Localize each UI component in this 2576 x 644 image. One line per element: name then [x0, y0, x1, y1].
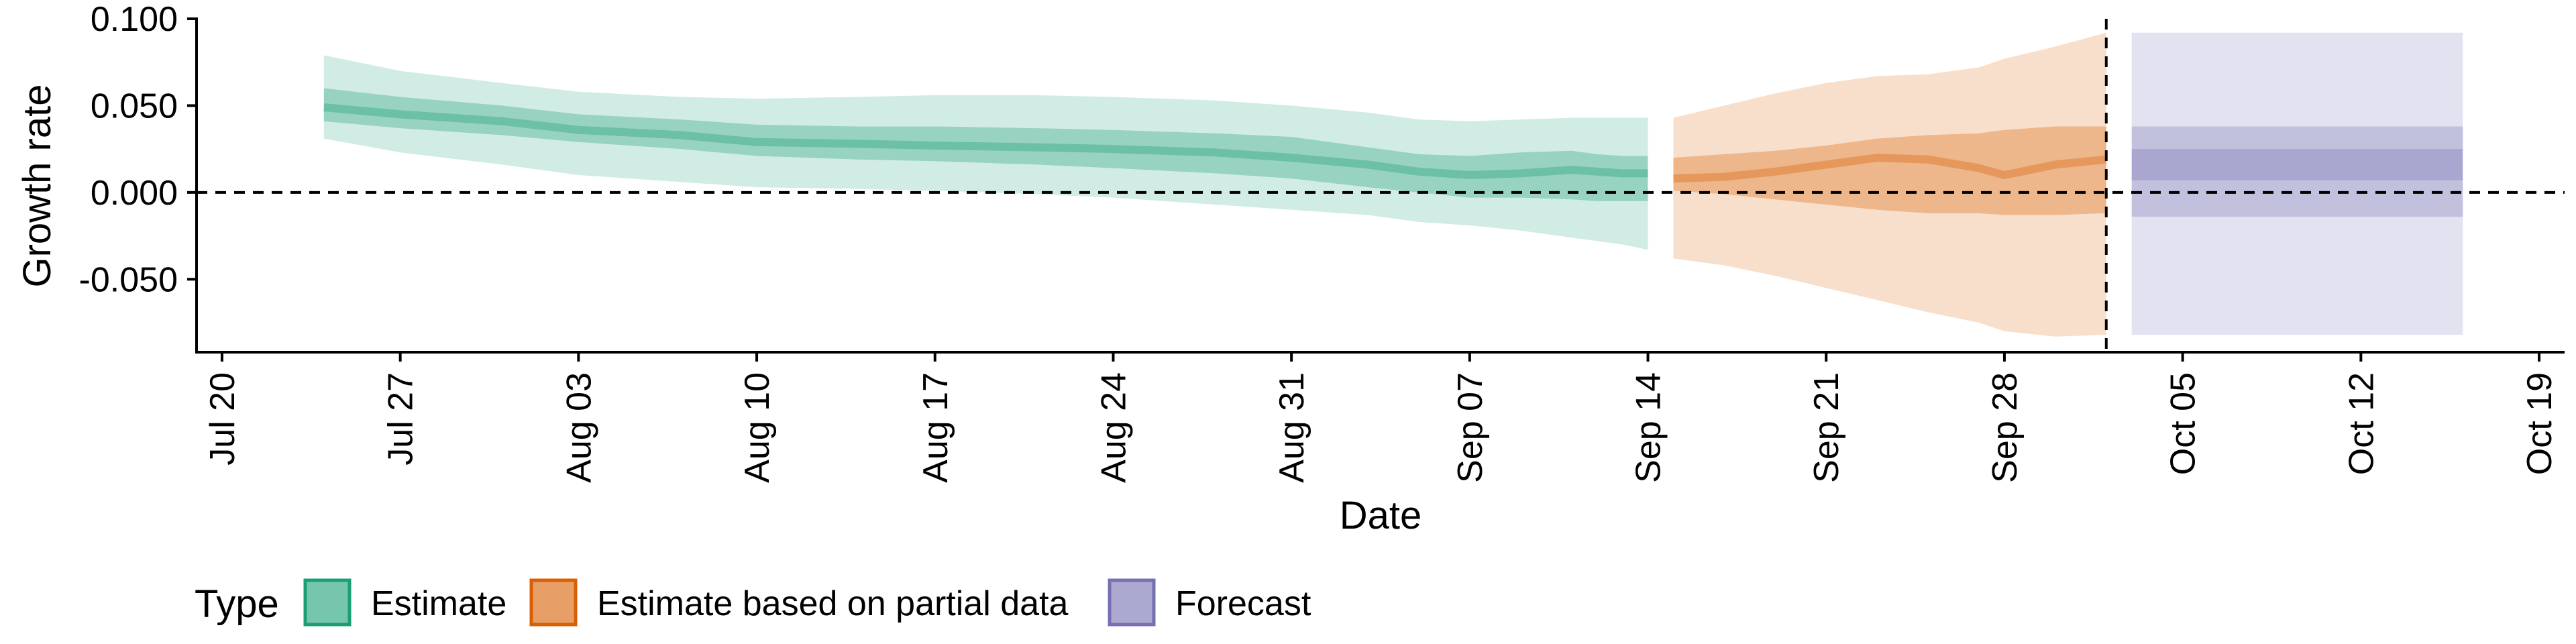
x-tick-label: Oct 19	[2520, 372, 2559, 475]
x-tick-label: Jul 27	[382, 372, 421, 466]
axes: -0.050 0.000 0.050 0.100 Jul 20 Jul 27 Aug 03 A…	[79, 0, 2565, 483]
y-tick-label: 0.050	[91, 87, 178, 125]
series-2-outer-band	[2131, 32, 2463, 335]
series-2-mid-band	[2131, 126, 2463, 217]
y-tick-label: 0.100	[91, 0, 178, 39]
x-axis-title: Date	[1340, 494, 1422, 537]
x-tick-label: Sep 28	[1986, 372, 2025, 483]
legend-key-2	[1108, 578, 1156, 627]
series-0-outer-band	[323, 55, 1648, 250]
legend-label-1: Estimate based on partial data	[597, 584, 1069, 623]
median-lines-layer	[323, 103, 2107, 183]
legend-title: Type	[195, 582, 279, 626]
y-tick-label: -0.050	[79, 260, 178, 299]
legend-key-1	[529, 578, 578, 627]
x-tick-label: Oct 12	[2342, 372, 2381, 475]
legend-key-0	[303, 578, 352, 627]
series-2-inner-band	[2131, 149, 2463, 180]
x-tick-label: Jul 20	[203, 372, 242, 466]
y-tick-label: 0.000	[91, 174, 178, 213]
series-0-median-line	[323, 103, 1648, 179]
x-tick-label: Aug 10	[738, 372, 777, 483]
x-tick-label: Sep 07	[1451, 372, 1490, 483]
series-0-inner-band	[323, 88, 1648, 201]
reference-lines	[197, 19, 2565, 352]
legend-label-2: Forecast	[1175, 584, 1311, 623]
ribbons-layer	[323, 32, 2463, 337]
x-tick-label: Sep 14	[1629, 372, 1668, 483]
x-tick-label: Oct 05	[2164, 372, 2203, 475]
series-1-median-line	[1673, 154, 2107, 183]
x-tick-label: Aug 24	[1095, 372, 1134, 483]
x-tick-label: Aug 31	[1273, 372, 1311, 483]
legend: Type Estimate Estimate based on partial d…	[195, 578, 1311, 627]
series-1-outer-band	[1673, 32, 2106, 337]
x-tick-label: Aug 03	[559, 372, 598, 483]
x-tick-label: Sep 21	[1807, 372, 1846, 483]
y-axis-title: Growth rate	[15, 85, 59, 288]
x-tick-label: Aug 17	[916, 372, 955, 483]
legend-label-0: Estimate	[371, 584, 506, 623]
